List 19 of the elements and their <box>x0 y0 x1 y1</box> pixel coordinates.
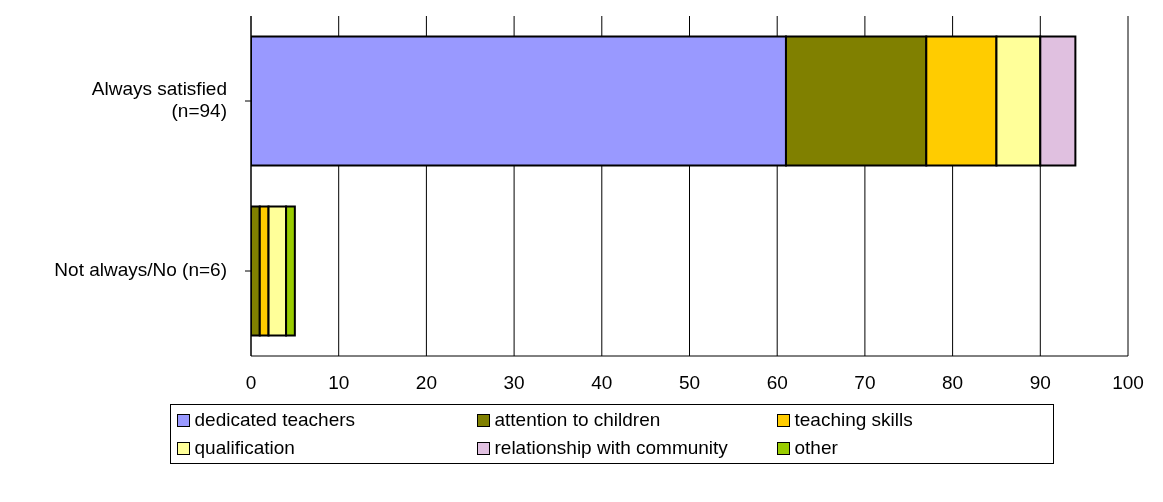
y-tick-label: Not always/No (n=6) <box>54 259 227 281</box>
y-tick-label: Always satisfied (n=94) <box>91 78 227 122</box>
x-tick-label: 10 <box>328 372 350 394</box>
x-tick-label: 30 <box>503 372 525 394</box>
legend-label: dedicated teachers <box>194 409 356 431</box>
x-tick-label: 60 <box>766 372 788 394</box>
x-tick-label: 40 <box>591 372 613 394</box>
x-tick-label: 80 <box>942 372 964 394</box>
x-tick-label: 20 <box>415 372 437 394</box>
legend-label: attention to children <box>494 409 661 431</box>
x-tick-label: 50 <box>678 372 701 394</box>
x-tick-label: 100 <box>1112 372 1144 394</box>
legend-label: qualification <box>194 437 295 459</box>
x-tick-label: 0 <box>245 372 257 394</box>
legend-label: teaching skills <box>794 409 913 431</box>
legend-label: other <box>794 437 838 459</box>
x-tick-label: 70 <box>854 372 876 394</box>
legend-label: relationship with community <box>494 437 728 459</box>
x-tick-label: 90 <box>1029 372 1051 394</box>
